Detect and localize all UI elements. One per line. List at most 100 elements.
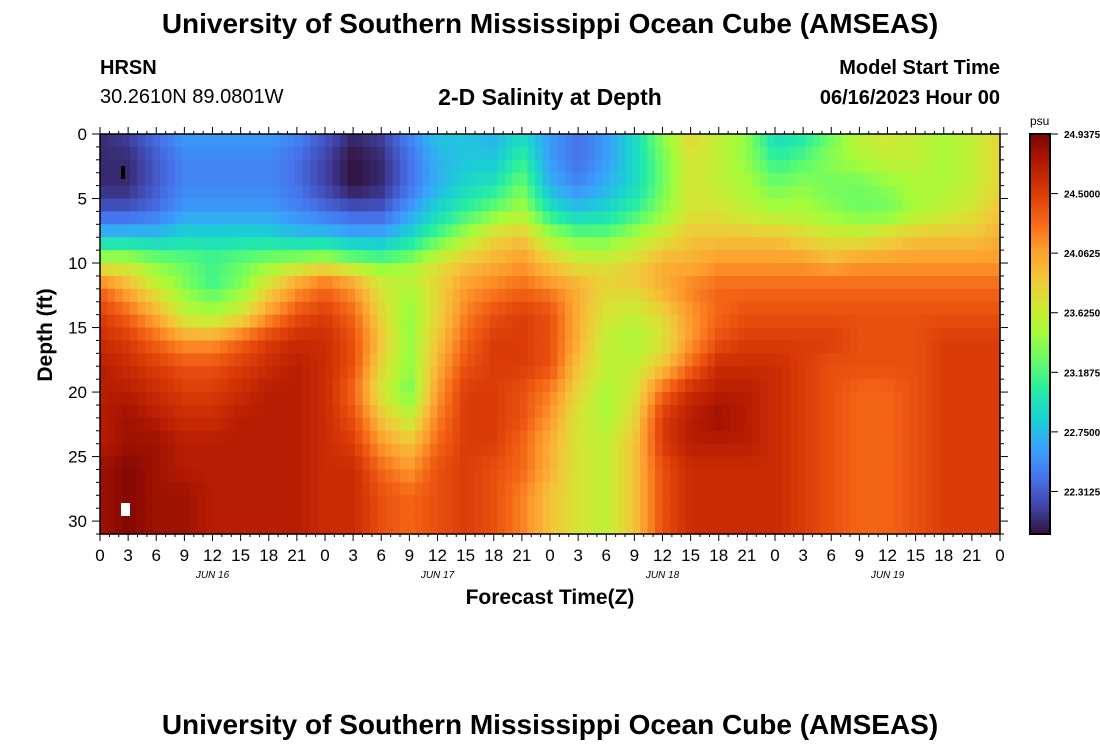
heatmap-cell bbox=[850, 340, 859, 354]
heatmap-cell bbox=[647, 237, 656, 251]
heatmap-cell bbox=[182, 159, 191, 174]
heatmap-cell bbox=[235, 301, 244, 316]
heatmap-cell bbox=[767, 495, 776, 509]
x-tick-label: 12 bbox=[878, 546, 897, 565]
heatmap-cell bbox=[902, 134, 911, 148]
heatmap-cell bbox=[902, 521, 911, 535]
heatmap-cell bbox=[182, 301, 191, 316]
heatmap-cell bbox=[820, 404, 829, 419]
heatmap-cell bbox=[415, 185, 424, 200]
heatmap-cell bbox=[632, 340, 641, 354]
heatmap-cell bbox=[205, 482, 214, 496]
heatmap-cell bbox=[962, 134, 971, 148]
heatmap-cell bbox=[880, 288, 889, 303]
heatmap-cell bbox=[152, 134, 161, 148]
heatmap-cell bbox=[782, 275, 791, 290]
heatmap-cell bbox=[940, 379, 949, 393]
heatmap-cell bbox=[715, 301, 724, 316]
heatmap-cell bbox=[992, 211, 1001, 225]
heatmap-cell bbox=[565, 430, 574, 445]
heatmap-cell bbox=[655, 392, 664, 406]
heatmap-cell bbox=[347, 275, 356, 290]
heatmap-cell bbox=[190, 353, 199, 367]
heatmap-cell bbox=[887, 250, 896, 264]
heatmap-cell bbox=[325, 508, 334, 522]
heatmap-cell bbox=[415, 340, 424, 354]
heatmap-cell bbox=[167, 250, 176, 264]
heatmap-cell bbox=[265, 469, 274, 483]
heatmap-cell bbox=[842, 469, 851, 483]
heatmap-cell bbox=[850, 250, 859, 264]
heatmap-cell bbox=[392, 366, 401, 380]
heatmap-cell bbox=[182, 521, 191, 535]
heatmap-cell bbox=[512, 353, 521, 367]
heatmap-cell bbox=[400, 134, 409, 148]
heatmap-cell bbox=[100, 521, 109, 535]
heatmap-cell bbox=[805, 185, 814, 200]
heatmap-cell bbox=[235, 250, 244, 264]
heatmap-cell bbox=[100, 134, 109, 148]
heatmap-cell bbox=[715, 275, 724, 290]
heatmap-cell bbox=[715, 172, 724, 187]
heatmap-cell bbox=[707, 353, 716, 367]
heatmap-cell bbox=[422, 379, 431, 393]
heatmap-cell bbox=[377, 443, 386, 458]
heatmap-cell bbox=[857, 250, 866, 264]
heatmap-cell bbox=[940, 211, 949, 225]
heatmap-cell bbox=[662, 469, 671, 483]
heatmap-cell bbox=[310, 250, 319, 264]
heatmap-cell bbox=[107, 172, 116, 187]
heatmap-cell bbox=[715, 379, 724, 393]
heatmap-cell bbox=[610, 185, 619, 200]
heatmap-cell bbox=[430, 327, 439, 342]
heatmap-cell bbox=[362, 353, 371, 367]
heatmap-cell bbox=[827, 495, 836, 509]
heatmap-cell bbox=[715, 482, 724, 496]
heatmap-cell bbox=[760, 327, 769, 342]
heatmap-cell bbox=[137, 237, 146, 251]
heatmap-cell bbox=[707, 172, 716, 187]
heatmap-cell bbox=[587, 392, 596, 406]
heatmap-cell bbox=[430, 275, 439, 290]
heatmap-cell bbox=[857, 417, 866, 432]
heatmap-cell bbox=[257, 456, 266, 471]
heatmap-cell bbox=[212, 430, 221, 445]
heatmap-cell bbox=[460, 275, 469, 290]
heatmap-cell bbox=[445, 146, 454, 161]
heatmap-cell bbox=[505, 275, 514, 290]
heatmap-cell bbox=[925, 482, 934, 496]
heatmap-cell bbox=[415, 327, 424, 342]
heatmap-cell bbox=[280, 314, 289, 329]
heatmap-cell bbox=[670, 340, 679, 354]
heatmap-cell bbox=[737, 250, 746, 264]
heatmap-cell bbox=[205, 288, 214, 303]
heatmap-cell bbox=[940, 237, 949, 251]
heatmap-cell bbox=[310, 314, 319, 329]
heatmap-cell bbox=[355, 185, 364, 200]
heatmap-cell bbox=[220, 172, 229, 187]
heatmap-cell bbox=[242, 314, 251, 329]
heatmap-cell bbox=[580, 198, 589, 213]
heatmap-cell bbox=[617, 392, 626, 406]
heatmap-cell bbox=[617, 314, 626, 329]
heatmap-cell bbox=[272, 392, 281, 406]
heatmap-cell bbox=[362, 495, 371, 509]
heatmap-cell bbox=[880, 250, 889, 264]
heatmap-cell bbox=[895, 521, 904, 535]
heatmap-cell bbox=[512, 198, 521, 213]
heatmap-cell bbox=[782, 508, 791, 522]
heatmap-cell bbox=[280, 263, 289, 277]
heatmap-cell bbox=[392, 521, 401, 535]
heatmap-cell bbox=[842, 224, 851, 238]
heatmap-cell bbox=[692, 482, 701, 496]
heatmap-cell bbox=[332, 379, 341, 393]
heatmap-cell bbox=[737, 159, 746, 174]
heatmap-cell bbox=[820, 134, 829, 148]
heatmap-cell bbox=[685, 353, 694, 367]
heatmap-cell bbox=[107, 198, 116, 213]
heatmap-cell bbox=[392, 185, 401, 200]
heatmap-cell bbox=[160, 508, 169, 522]
heatmap-cell bbox=[662, 392, 671, 406]
heatmap-cell bbox=[130, 508, 139, 522]
heatmap-cell bbox=[820, 353, 829, 367]
